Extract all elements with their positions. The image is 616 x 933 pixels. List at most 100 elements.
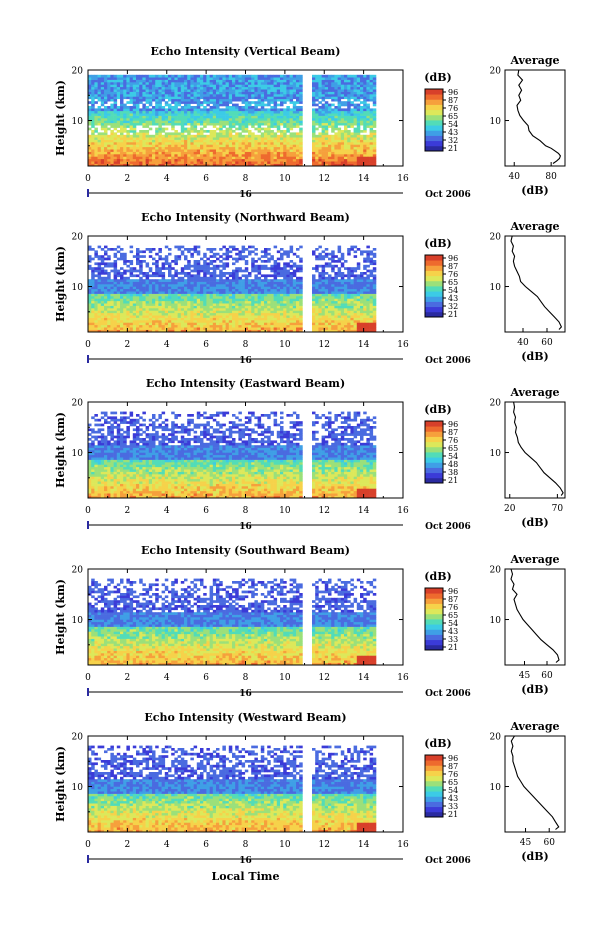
heatmap-cell — [248, 303, 252, 306]
heatmap-cell — [277, 325, 281, 328]
heatmap-cell — [101, 298, 105, 301]
heatmap-cell — [338, 152, 342, 155]
heatmap-cell — [251, 92, 255, 95]
heatmap-cell — [126, 322, 129, 325]
heatmap-cell — [277, 130, 281, 133]
heatmap-cell — [290, 282, 294, 285]
heatmap-cell — [190, 80, 194, 83]
heatmap-cell — [200, 152, 204, 155]
heatmap-cell — [232, 154, 236, 157]
heatmap-cell — [366, 298, 370, 301]
heatmap-cell — [178, 87, 182, 90]
heatmap-cell — [210, 296, 214, 299]
heatmap-cell — [190, 294, 194, 297]
heatmap-cell — [219, 291, 223, 294]
heatmap-cell — [277, 310, 281, 313]
heatmap-cell — [171, 284, 175, 287]
heatmap-cell — [254, 154, 258, 157]
heatmap-cell — [373, 147, 377, 150]
heatmap-cell — [350, 298, 354, 301]
heatmap-cell — [373, 294, 377, 297]
heatmap-cell — [267, 80, 271, 83]
heatmap-cell — [104, 310, 108, 313]
heatmap-cell — [123, 301, 127, 304]
heatmap-cell — [219, 135, 223, 138]
heatmap-cell — [334, 128, 338, 131]
heatmap-cell — [360, 327, 364, 330]
heatmap-cell — [110, 308, 114, 311]
heatmap-cell — [283, 159, 287, 162]
heatmap-cell — [213, 156, 217, 159]
heatmap-cell — [315, 108, 319, 111]
heatmap-cell — [248, 130, 252, 133]
heatmap-cell — [254, 120, 258, 123]
date-suffix: Oct 2006 — [425, 190, 471, 200]
heatmap-cell — [110, 284, 114, 287]
heatmap-cell — [123, 144, 127, 147]
heatmap-cell — [219, 310, 223, 313]
heatmap-cell — [187, 113, 191, 116]
heatmap-cell — [258, 320, 262, 323]
heatmap-cell — [142, 108, 146, 111]
heatmap-cell — [334, 303, 338, 306]
heatmap-cell — [88, 106, 92, 109]
heatmap-cell — [366, 315, 370, 318]
heatmap-cell — [91, 306, 95, 309]
heatmap-cell — [334, 310, 338, 313]
heatmap-cell — [341, 296, 345, 299]
heatmap-cell — [229, 140, 233, 143]
heatmap-cell — [158, 99, 162, 102]
profile-title: Average — [509, 54, 559, 67]
heatmap-cell — [235, 282, 239, 285]
heatmap-cell — [181, 130, 185, 133]
heatmap-cell — [331, 142, 335, 145]
heatmap-cell — [91, 106, 95, 109]
heatmap-cell — [338, 75, 342, 78]
heatmap-cell — [347, 123, 351, 126]
heatmap-cell — [178, 301, 182, 304]
heatmap-cell — [341, 104, 345, 107]
heatmap-cell — [91, 92, 95, 95]
heatmap-cell — [357, 156, 361, 159]
heatmap-cell — [299, 130, 303, 133]
heatmap-cell — [101, 132, 105, 135]
heatmap-cell — [101, 108, 105, 111]
heatmap-cell — [162, 308, 166, 311]
heatmap-cell — [286, 303, 290, 306]
heatmap-cell — [110, 154, 114, 157]
heatmap-cell — [226, 318, 230, 321]
heatmap-cell — [155, 128, 159, 131]
heatmap-cell — [171, 152, 175, 155]
heatmap-cell — [322, 154, 326, 157]
heatmap-cell — [123, 135, 127, 138]
heatmap-cell — [264, 94, 268, 97]
heatmap-cell — [322, 135, 326, 138]
heatmap-cell — [171, 286, 175, 289]
heatmap-cell — [149, 313, 153, 316]
heatmap-cell — [360, 289, 364, 292]
heatmap-cell — [360, 101, 364, 104]
heatmap-cell — [203, 99, 207, 102]
heatmap-cell — [197, 152, 201, 155]
heatmap-cell — [331, 294, 335, 297]
heatmap-cell — [181, 301, 185, 304]
heatmap-cell — [126, 89, 129, 92]
heatmap-cell — [338, 327, 342, 330]
profile-y-tick-label: 10 — [490, 117, 502, 127]
heatmap-cell — [248, 322, 252, 325]
heatmap-cell — [181, 154, 185, 157]
heatmap-cell — [299, 82, 303, 85]
heatmap-cell — [277, 80, 281, 83]
heatmap-cell — [370, 310, 374, 313]
heatmap-cell — [350, 315, 354, 318]
heatmap-cell — [181, 144, 185, 147]
heatmap-cell — [219, 128, 223, 131]
heatmap-cell — [280, 108, 284, 111]
heatmap-cell — [226, 99, 230, 102]
heatmap-cell — [251, 82, 255, 85]
heatmap-cell — [155, 94, 159, 97]
heatmap-cell — [270, 125, 274, 128]
heatmap-cell — [350, 320, 354, 323]
heatmap-cell — [338, 118, 342, 121]
heatmap-cell — [338, 89, 342, 92]
